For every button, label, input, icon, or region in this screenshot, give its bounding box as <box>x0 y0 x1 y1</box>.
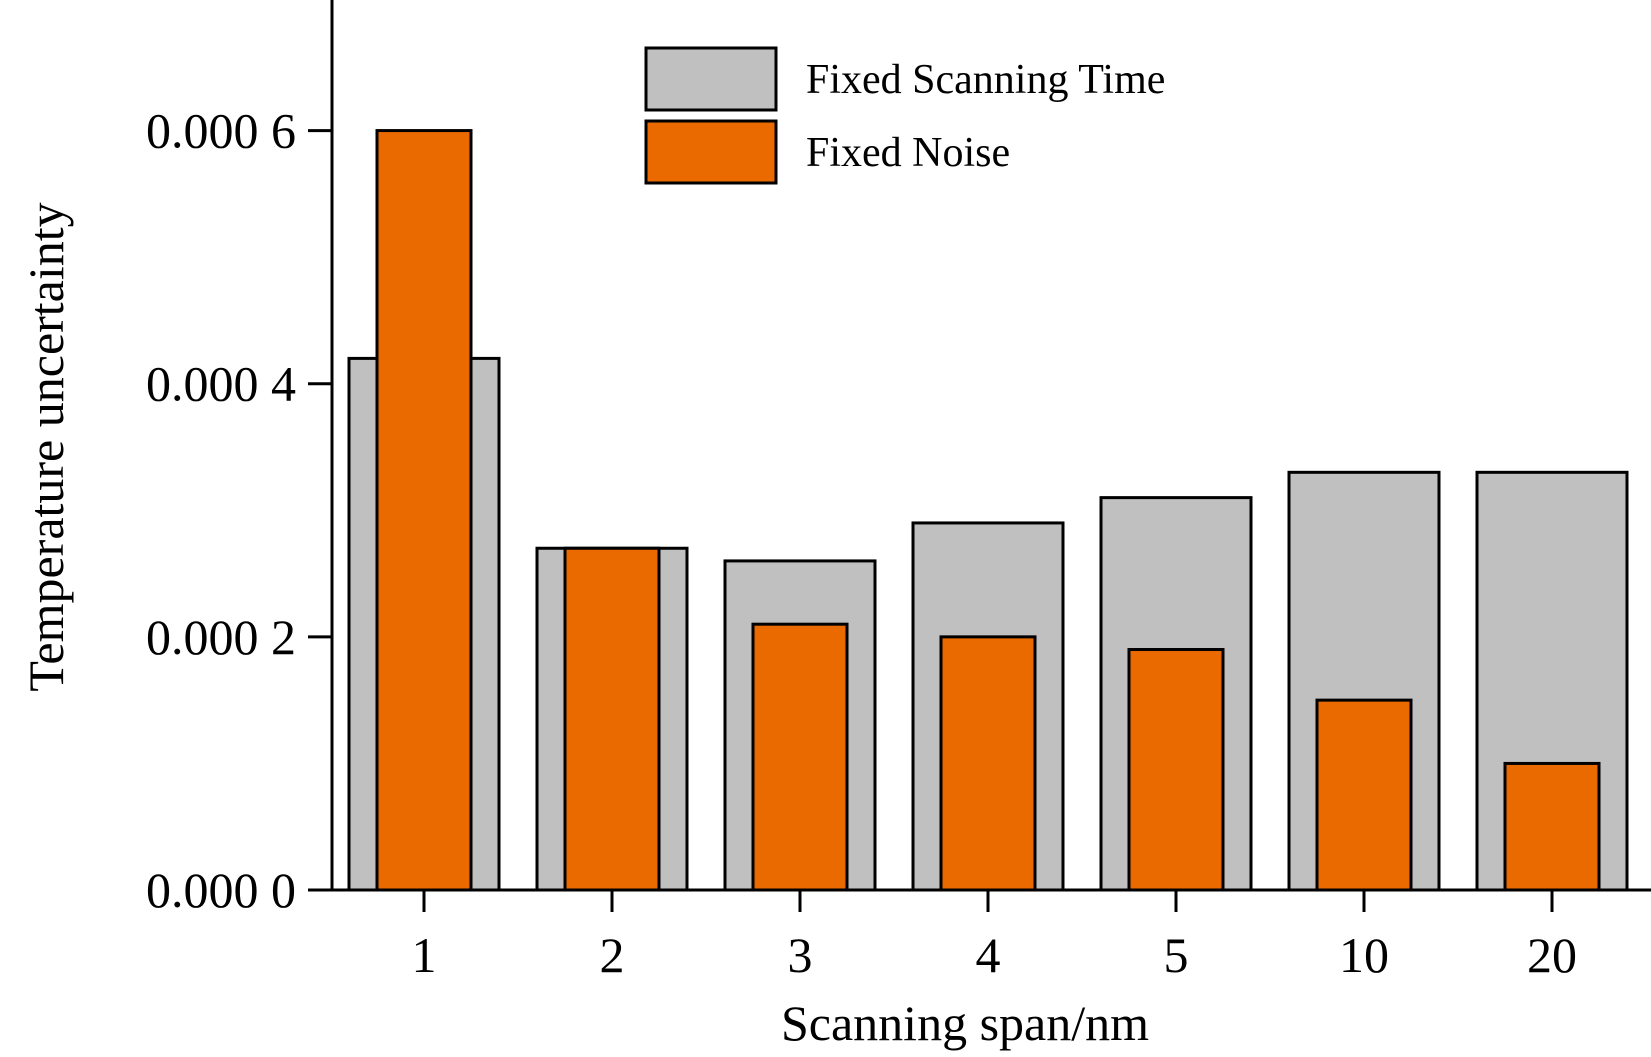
x-tick-label: 1 <box>412 927 437 983</box>
bar-fixed-noise-1 <box>375 129 473 892</box>
x-tick-label: 3 <box>788 927 813 983</box>
bar-fixed-noise-2 <box>563 546 661 892</box>
y-tick-label: 0.000 0 <box>146 862 296 918</box>
x-tick-label: 2 <box>600 927 625 983</box>
y-axis-title: Temperature uncertainty <box>18 202 74 691</box>
legend-label: Fixed Noise <box>806 130 1010 176</box>
legend-swatch <box>644 119 778 185</box>
y-tick-label: 0.000 4 <box>146 356 296 412</box>
x-tick-label: 5 <box>1164 927 1189 983</box>
bars-layer <box>347 129 1629 892</box>
y-tick-label: 0.000 2 <box>146 609 296 665</box>
bar-fixed-noise-5 <box>1127 648 1225 892</box>
bar-fixed-noise-10 <box>1315 698 1413 892</box>
x-tick-label: 20 <box>1527 927 1577 983</box>
ticks-layer: 0.000 0 0.000 2 0.000 4 0.000 6 1 2 3 4 5 10 20 <box>146 103 1577 983</box>
axes-layer <box>330 0 1651 892</box>
y-tick-label: 0.000 6 <box>146 103 296 159</box>
x-axis-title: Scanning span/nm <box>781 995 1149 1051</box>
legend-label: Fixed Scanning Time <box>806 57 1165 103</box>
x-tick-label: 10 <box>1339 927 1389 983</box>
bar-fixed-noise-3 <box>751 622 849 892</box>
legend: Fixed Scanning Time Fixed Noise <box>644 46 1165 185</box>
bar-fixed-noise-4 <box>939 635 1037 892</box>
x-tick-label: 4 <box>976 927 1001 983</box>
legend-swatch <box>644 46 778 112</box>
bar-fixed-noise-20 <box>1503 761 1601 892</box>
